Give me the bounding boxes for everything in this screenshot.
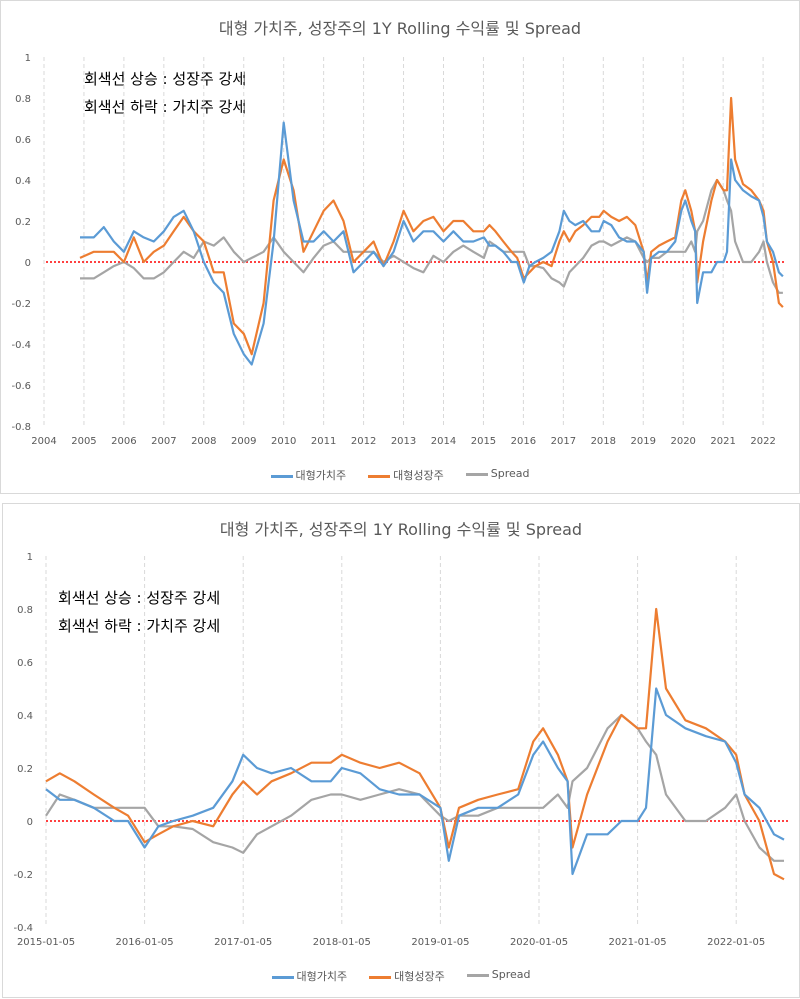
series-line-value	[45, 687, 785, 876]
chart-panel-full-period: 대형 가치주, 성장주의 1Y Rolling 수익률 및 Spread 회색선…	[0, 0, 800, 494]
y-tick-label: -0.4	[13, 923, 33, 934]
y-tick-label: 0	[25, 258, 31, 269]
x-tick-label: 2013	[391, 436, 416, 447]
x-tick-label: 2009	[231, 436, 256, 447]
x-tick-label: 2015	[471, 436, 496, 447]
x-tick-label: 2018-01-05	[313, 937, 371, 948]
y-tick-label: 0.4	[15, 176, 31, 187]
y-tick-label: 0	[27, 817, 33, 828]
x-tick-label: 2019	[631, 436, 656, 447]
x-tick-label: 2005	[71, 436, 96, 447]
x-tick-label: 2017	[551, 436, 576, 447]
y-tick-label: -0.8	[11, 422, 31, 433]
x-tick-label: 2022-01-05	[707, 937, 765, 948]
y-tick-label: -0.2	[11, 299, 31, 310]
x-tick-label: 2021	[710, 436, 735, 447]
x-tick-label: 2022	[750, 436, 775, 447]
y-tick-label: 0.8	[17, 605, 33, 616]
x-tick-label: 2020-01-05	[510, 937, 568, 948]
y-tick-label: 1	[27, 552, 33, 563]
series-line-spread	[45, 713, 784, 862]
legend-item-spread: Spread	[466, 968, 530, 984]
annotation-gray-down: 회색선 하락 : 가치주 강세	[58, 617, 221, 635]
y-tick-label: 0.8	[15, 94, 31, 105]
annotation-gray-up: 회색선 상승 : 성장주 강세	[84, 70, 247, 88]
x-tick-label: 2018	[591, 436, 616, 447]
y-tick-label: -0.4	[11, 340, 31, 351]
chart-plot-recent-period: 1 0.8 0.6 0.4 0.2 0 -0.2 -0.4 2015-01-05 2016-01-…	[13, 552, 788, 948]
chart-title: 대형 가치주, 성장주의 1Y Rolling 수익률 및 Spread	[218, 19, 582, 38]
y-tick-label: -0.6	[11, 381, 31, 392]
series-line-spread	[80, 178, 783, 294]
x-tick-label: 2015-01-05	[17, 937, 75, 948]
y-tick-label: 0.2	[15, 217, 31, 228]
legend: 대형가치주 대형성장주 Spread	[1, 467, 799, 483]
y-tick-label: 0.4	[17, 711, 33, 722]
legend: 대형가치주 대형성장주 Spread	[3, 968, 799, 984]
x-tick-label: 2011	[311, 436, 336, 447]
x-tick-label: 2008	[191, 436, 216, 447]
series-line-value	[80, 121, 784, 366]
x-tick-label: 2007	[151, 436, 176, 447]
x-tick-label: 2006	[111, 436, 136, 447]
legend-item-value: 대형가치주	[271, 968, 347, 984]
y-tick-label: 0.6	[15, 135, 31, 146]
y-tick-label: -0.2	[13, 870, 33, 881]
chart-panel-recent-period: 대형 가치주, 성장주의 1Y Rolling 수익률 및 Spread 회색선…	[2, 503, 800, 998]
x-tick-label: 2004	[31, 436, 56, 447]
y-tick-label: 0.6	[17, 658, 33, 669]
x-tick-label: 2012	[351, 436, 376, 447]
legend-item-value: 대형가치주	[270, 467, 346, 483]
series-line-growth	[45, 607, 785, 881]
annotation-gray-up: 회색선 상승 : 성장주 강세	[58, 589, 221, 607]
x-tick-label: 2017-01-05	[214, 937, 272, 948]
x-tick-label: 2020	[670, 436, 695, 447]
legend-item-growth: 대형성장주	[368, 467, 444, 483]
chart-title: 대형 가치주, 성장주의 1Y Rolling 수익률 및 Spread	[219, 520, 583, 539]
x-tick-label: 2019-01-05	[411, 937, 469, 948]
x-tick-label: 2010	[271, 436, 296, 447]
x-tick-label: 2016-01-05	[116, 937, 174, 948]
series-line-growth	[79, 96, 784, 356]
legend-item-spread: Spread	[465, 467, 529, 483]
x-tick-label: 2021-01-05	[609, 937, 667, 948]
legend-item-growth: 대형성장주	[369, 968, 445, 984]
x-tick-label: 2014	[431, 436, 456, 447]
y-tick-label: 1	[25, 53, 31, 64]
y-tick-label: 0.2	[17, 764, 33, 775]
x-tick-label: 2016	[511, 436, 536, 447]
annotation-gray-down: 회색선 하락 : 가치주 강세	[84, 98, 247, 116]
